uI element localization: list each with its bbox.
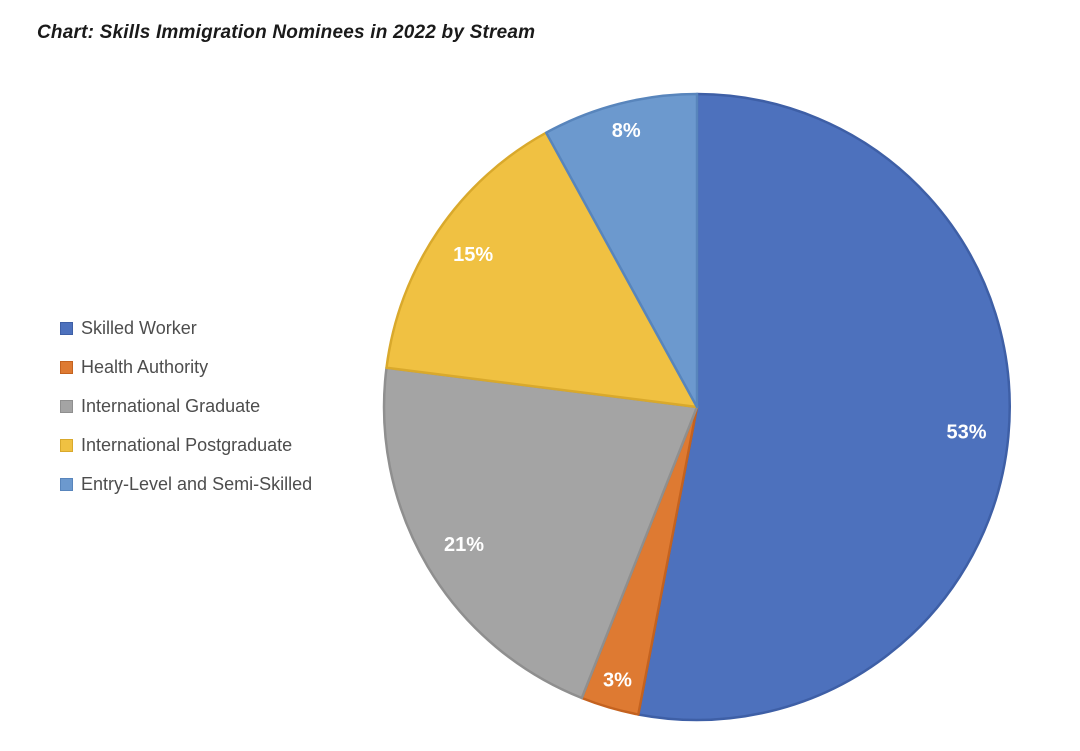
legend-swatch-international-graduate [60, 400, 73, 413]
data-label-international-postgraduate: 15% [453, 244, 493, 266]
legend-item-health-authority: Health Authority [60, 348, 312, 387]
legend-label-international-graduate: International Graduate [81, 396, 261, 416]
legend-label-health-authority: Health Authority [81, 357, 209, 377]
legend-label-international-postgraduate: International Postgraduate [81, 435, 293, 455]
legend-item-entry-level-and-semi-skilled: Entry-Level and Semi-Skilled [60, 465, 312, 504]
pie-slice-international-graduate [382, 366, 699, 700]
pie-slice-international-postgraduate [385, 131, 699, 409]
legend-item-skilled-worker: Skilled Worker [60, 309, 312, 348]
pie-slice-entry-level-and-semi-skilled [544, 92, 699, 409]
legend-label-skilled-worker: Skilled Worker [81, 318, 197, 338]
legend-item-international-graduate: International Graduate [60, 387, 312, 426]
data-label-international-graduate: 21% [444, 534, 484, 556]
legend-item-international-postgraduate: International Postgraduate [60, 426, 312, 465]
legend-label-entry-level-and-semi-skilled: Entry-Level and Semi-Skilled [81, 474, 313, 494]
legend-swatch-skilled-worker [60, 322, 73, 335]
data-label-skilled-worker: 53% [946, 422, 986, 444]
chart-title: Chart: Skills Immigration Nominees in 20… [37, 22, 536, 43]
data-label-entry-level-and-semi-skilled: 8% [612, 120, 641, 142]
legend-swatch-entry-level-and-semi-skilled [60, 478, 73, 491]
legend-swatch-international-postgraduate [60, 439, 73, 452]
data-label-health-authority: 3% [603, 670, 632, 692]
legend-swatch-health-authority [60, 361, 73, 374]
pie-slice-skilled-worker [637, 92, 1011, 722]
legend: Skilled Worker Health Authority Internatio… [60, 309, 312, 504]
